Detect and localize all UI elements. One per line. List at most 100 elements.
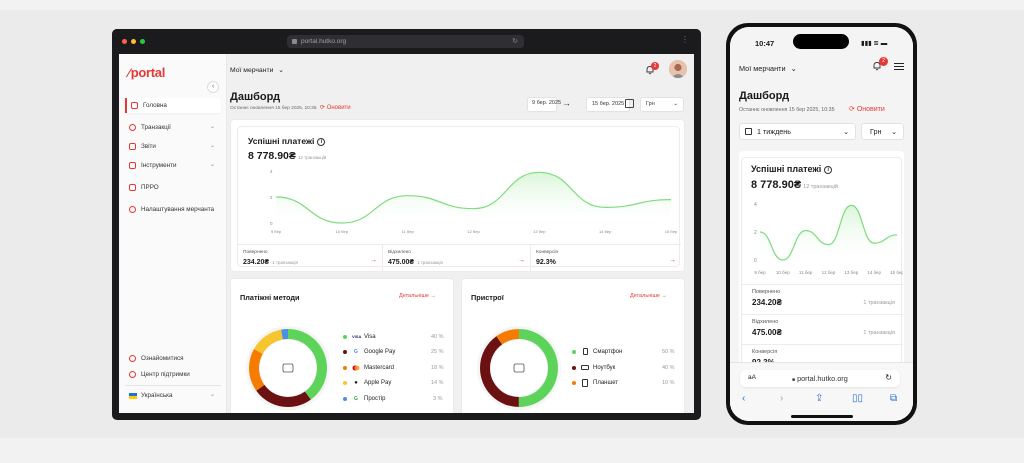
google-icon: G — [354, 349, 358, 355]
legend-dot — [343, 335, 347, 339]
sidebar-item-merchant-settings[interactable]: Налаштування мерчанта — [125, 202, 221, 217]
currency-select[interactable]: Грн ⌄ — [640, 97, 684, 112]
home-indicator — [791, 415, 853, 418]
close-window-button[interactable] — [122, 39, 127, 44]
stat-declined[interactable]: Відхилено 475.00₴ 1 транзакція → — [383, 244, 531, 272]
payment-methods-donut — [246, 326, 330, 410]
merchant-select[interactable]: Мої мерчанти ⌄ — [230, 66, 284, 74]
period-label: 1 тиждень — [757, 127, 792, 136]
payments-title: Успішні платежі i — [248, 136, 326, 146]
legend-laptop: Ноутбук 40 % — [572, 362, 680, 374]
donut-slice-5[interactable] — [249, 329, 327, 407]
x-tick-label: 14 бер — [867, 270, 881, 275]
devices-donut — [477, 326, 561, 410]
arrow-right-icon[interactable]: → — [669, 257, 676, 264]
merchant-select[interactable]: Мої мерчанти ⌄ — [739, 64, 797, 73]
date-from-field[interactable] — [527, 97, 557, 112]
payment-methods-details-link[interactable]: Детальніше → — [399, 293, 436, 299]
period-select[interactable]: 1 тиждень ⌄ — [739, 123, 856, 140]
chart-area-fill — [760, 205, 897, 260]
devices-card: Пристрої Детальніше → Смартфон 50 % Ноут… — [461, 278, 685, 413]
arrow-right-icon[interactable]: → — [370, 257, 377, 264]
dynamic-island — [793, 34, 849, 49]
collapse-sidebar-button[interactable]: ‹ — [207, 81, 219, 93]
info-icon[interactable]: i — [824, 166, 833, 174]
transactions-icon — [129, 124, 136, 131]
stat-sub: 1 транзакція — [863, 330, 895, 336]
donut-slice-2[interactable] — [249, 329, 327, 407]
sidebar-item-transactions[interactable]: Транзакції ⌄ — [125, 120, 221, 135]
reload-icon[interactable]: ↻ — [512, 38, 518, 45]
minimize-window-button[interactable] — [131, 39, 136, 44]
phone-device: 10:47 ▮▮▮ ≋ ▬ Мої мерчанти ⌄ 2 Дашборд О… — [726, 23, 917, 425]
sidebar-item-home[interactable]: Головна — [125, 98, 221, 113]
legend-mastercard: Mastercard 18 % — [343, 362, 447, 374]
donut-slice-3[interactable] — [249, 329, 327, 407]
stat-declined[interactable]: Відхилено 475.00₴ 1 транзакція — [742, 314, 903, 344]
legend-dot — [343, 381, 347, 385]
info-icon[interactable]: i — [317, 138, 326, 146]
safari-bottom-bar: aA ■ portal.hutko.org ↻ ‹ › ⇪ ▯▯ ⧉ — [730, 362, 913, 421]
payment-methods-title: Платіжні методи — [240, 293, 300, 302]
legend-dot — [343, 350, 347, 354]
refresh-button[interactable]: ⟳ Оновити — [849, 106, 885, 113]
chevron-down-icon: ⌄ — [842, 127, 849, 136]
phone-app: 10:47 ▮▮▮ ≋ ▬ Мої мерчанти ⌄ 2 Дашборд О… — [730, 27, 913, 421]
stat-refunded[interactable]: Повернено 234.20₴ 1 транзакція — [742, 284, 903, 314]
sidebar-item-tools[interactable]: Інструменти ⌄ — [125, 158, 221, 173]
devices-icon — [513, 363, 525, 373]
reload-icon[interactable]: ↻ — [885, 373, 892, 382]
legend-google-pay: G Google Pay 25 % — [343, 346, 447, 358]
date-from-text: 9 бер. 2025 — [532, 100, 562, 106]
bookmarks-icon[interactable]: ▯▯ — [852, 393, 864, 404]
share-icon[interactable]: ⇪ — [815, 393, 824, 404]
chart-series-line — [759, 204, 898, 261]
date-to-text: 15 бер. 2025 — [592, 101, 625, 107]
sidebar-item-label: ПРРО — [141, 184, 159, 191]
browser-menu-icon[interactable]: ⋮ — [681, 35, 689, 44]
sidebar-item-overview[interactable]: Ознайомитися — [125, 351, 221, 366]
sidebar-item-prro[interactable]: ПРРО — [125, 180, 221, 195]
prostir-icon: G — [354, 396, 358, 402]
arrow-right-icon[interactable]: → — [518, 257, 525, 264]
currency-select[interactable]: Грн ⌄ — [861, 123, 904, 140]
sidebar: ⁄portal ‹ Головна Транзакції ⌄ Звіти ⌄ І… — [119, 54, 227, 413]
chart-series-line — [275, 171, 672, 224]
back-icon[interactable]: ‹ — [742, 393, 746, 404]
sidebar-item-support[interactable]: Центр підтримки — [125, 367, 221, 382]
chevron-down-icon: ⌄ — [209, 392, 215, 398]
chevron-down-icon: ⌄ — [209, 143, 215, 149]
x-tick-label: 14 бер — [599, 229, 612, 234]
portal-logo[interactable]: ⁄portal — [128, 65, 166, 80]
main-content: Мої мерчанти ⌄ 2 Дашборд Останнє оновлен… — [227, 54, 694, 413]
stat-label: Конверсія — [536, 250, 559, 255]
devices-details-link[interactable]: Детальніше → — [630, 293, 667, 299]
notification-badge: 2 — [879, 57, 888, 66]
menu-icon[interactable] — [894, 63, 904, 70]
donut-slice-2[interactable] — [480, 329, 558, 407]
x-tick-label: 9 бер — [271, 229, 282, 234]
text-size-button[interactable]: aA — [748, 374, 756, 381]
card-icon — [282, 363, 294, 373]
calendar-icon[interactable] — [625, 99, 634, 108]
sidebar-item-reports[interactable]: Звіти ⌄ — [125, 139, 221, 154]
refresh-button[interactable]: ⟳ Оновити — [320, 104, 351, 111]
chevron-down-icon: ⌄ — [209, 124, 215, 130]
date-to-field[interactable]: 15 бер. 2025 — [586, 97, 631, 112]
donut-slice-3[interactable] — [480, 329, 558, 407]
tabs-icon[interactable]: ⧉ — [890, 393, 898, 404]
stat-conversion[interactable]: Конверсія 92.3% → — [531, 244, 681, 272]
y-tick-label: 2 — [754, 230, 757, 236]
payments-card: Успішні платежі i 8 778.90₴ 12 транзакцій … — [739, 151, 904, 373]
signal-wifi-battery-icon: ▮▮▮ ≋ ▬ — [861, 40, 888, 47]
address-bar[interactable]: aA ■ portal.hutko.org ↻ — [740, 370, 900, 387]
chevron-down-icon: ⌄ — [673, 101, 678, 107]
stat-refunded[interactable]: Повернено 234.20₴ 1 транзакція → — [238, 244, 383, 272]
donut-hole — [260, 340, 316, 396]
forward-icon[interactable]: › — [780, 393, 784, 404]
address-bar[interactable]: portal.hutko.org ↻ — [287, 35, 524, 48]
language-select[interactable]: Українська ⌄ — [125, 388, 221, 403]
avatar[interactable] — [669, 60, 687, 78]
maximize-window-button[interactable] — [140, 39, 145, 44]
stat-value: 92.3% — [536, 259, 556, 266]
